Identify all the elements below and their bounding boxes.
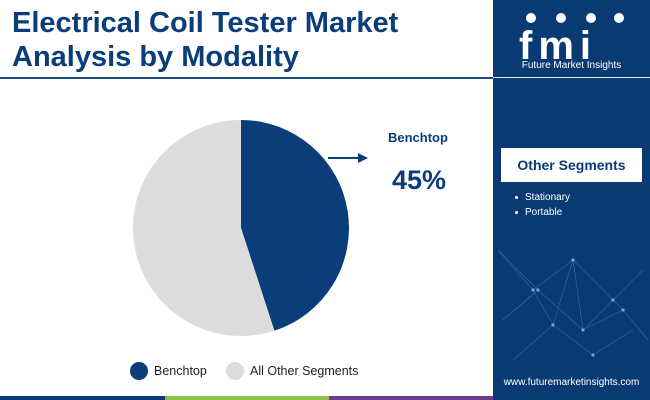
legend-item-benchtop: Benchtop	[130, 362, 207, 380]
brand-panel: fmi Future Market Insights Other Segment…	[493, 0, 650, 400]
segment-item-stationary: Stationary	[515, 190, 570, 205]
legend-label-other: All Other Segments	[250, 364, 359, 378]
pie-slice-benchtop	[241, 120, 349, 331]
website-url: www.futuremarketinsights.com	[503, 377, 640, 388]
panel-divider	[493, 77, 650, 78]
title-divider	[0, 77, 493, 79]
pie-chart	[133, 120, 368, 337]
logo-icons	[526, 13, 624, 23]
callout-label: Benchtop	[388, 130, 448, 145]
page-title: Electrical Coil Tester Market Analysis b…	[12, 7, 399, 73]
segment-item-portable: Portable	[515, 205, 570, 220]
legend-swatch-benchtop	[130, 362, 148, 380]
callout-arrow	[328, 153, 368, 163]
callout-value: 45%	[392, 165, 447, 195]
bottom-accent-bar	[0, 396, 493, 400]
fmi-logo: fmi Future Market Insights	[493, 8, 650, 78]
other-segments-list: Stationary Portable	[515, 190, 570, 220]
logo-wordmark: fmi	[519, 24, 597, 68]
company-name: Future Market Insights	[521, 60, 622, 71]
legend-swatch-other	[226, 362, 244, 380]
legend-item-other: All Other Segments	[226, 362, 358, 380]
pie-slice-all-other-segments	[133, 120, 275, 337]
other-segments-heading: Other Segments	[501, 148, 642, 182]
network-decoration	[497, 249, 649, 361]
legend-label-benchtop: Benchtop	[154, 364, 207, 378]
